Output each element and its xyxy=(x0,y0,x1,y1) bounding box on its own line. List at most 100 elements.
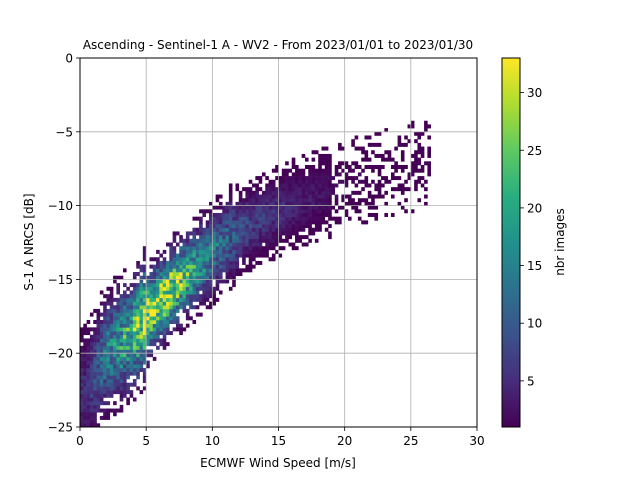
heatmap-cell xyxy=(255,220,259,225)
heatmap-cell xyxy=(271,231,276,236)
heatmap-cell xyxy=(116,286,120,291)
heatmap-cell xyxy=(116,364,120,369)
heatmap-cell xyxy=(232,257,236,262)
heatmap-cell xyxy=(113,334,117,339)
heatmap-cell xyxy=(162,312,167,317)
heatmap-cell xyxy=(301,209,306,214)
heatmap-cell xyxy=(347,165,352,169)
heatmap-cell xyxy=(132,331,137,336)
heatmap-cell xyxy=(116,379,120,384)
heatmap-cell xyxy=(238,249,243,254)
heatmap-cell xyxy=(146,360,150,365)
heatmap-cell xyxy=(99,397,104,402)
heatmap-cell xyxy=(175,294,180,299)
heatmap-cell xyxy=(209,238,213,243)
heatmap-cell xyxy=(139,367,144,372)
heatmap-cell xyxy=(132,334,137,339)
heatmap-cell xyxy=(93,353,97,358)
heatmap-cell xyxy=(255,242,259,247)
heatmap-cell xyxy=(99,386,104,391)
heatmap-cell xyxy=(202,209,207,214)
heatmap-cell xyxy=(189,279,193,284)
heatmap-cell xyxy=(86,415,91,420)
heatmap-cell xyxy=(209,264,213,269)
heatmap-cell xyxy=(116,367,120,372)
heatmap-cell xyxy=(268,205,273,210)
heatmap-cell xyxy=(119,356,124,361)
heatmap-cell xyxy=(304,235,309,240)
heatmap-cell xyxy=(268,227,273,232)
heatmap-cell xyxy=(295,205,299,210)
heatmap-cell xyxy=(96,386,101,391)
heatmap-cell xyxy=(182,327,187,332)
heatmap-cell xyxy=(298,168,302,173)
heatmap-cell xyxy=(371,205,375,210)
heatmap-cell xyxy=(215,205,220,210)
heatmap-cell xyxy=(123,319,127,324)
heatmap-cell xyxy=(228,242,233,247)
heatmap-cell xyxy=(281,231,286,236)
heatmap-cell xyxy=(96,349,101,354)
heatmap-cell xyxy=(152,338,157,343)
heatmap-cell xyxy=(235,187,240,192)
heatmap-cell xyxy=(166,242,170,247)
heatmap-cell xyxy=(228,227,233,232)
heatmap-cell xyxy=(162,275,167,280)
heatmap-cell xyxy=(232,260,236,265)
heatmap-cell xyxy=(235,201,240,206)
heatmap-cell xyxy=(142,379,147,384)
heatmap-cell xyxy=(271,246,276,251)
colorbar-gradient xyxy=(501,57,521,428)
heatmap-cell xyxy=(248,249,253,254)
heatmap-cell xyxy=(202,253,207,258)
heatmap-cell xyxy=(252,198,256,203)
heatmap-cell xyxy=(123,342,127,347)
heatmap-cell xyxy=(192,231,197,236)
heatmap-cell xyxy=(245,268,250,273)
heatmap-cell xyxy=(116,301,120,306)
heatmap-cell xyxy=(89,401,94,406)
heatmap-cell xyxy=(381,176,385,181)
heatmap-cell xyxy=(83,415,87,420)
heatmap-cell xyxy=(169,308,173,313)
heatmap-cell xyxy=(321,183,326,188)
heatmap-cell xyxy=(89,353,94,358)
heatmap-cell xyxy=(354,165,359,169)
heatmap-cell xyxy=(83,419,87,424)
heatmap-cell xyxy=(334,194,339,199)
heatmap-cell xyxy=(129,371,134,376)
heatmap-cell xyxy=(377,165,382,169)
heatmap-cell xyxy=(93,308,97,313)
heatmap-cell xyxy=(281,198,286,203)
heatmap-cell xyxy=(116,305,120,310)
heatmap-cell xyxy=(334,201,339,206)
heatmap-cell xyxy=(152,342,157,347)
heatmap-cell xyxy=(182,249,187,254)
heatmap-cell xyxy=(311,212,316,217)
heatmap-cell xyxy=(166,294,170,299)
heatmap-cell xyxy=(417,179,422,184)
heatmap-cell xyxy=(331,187,336,192)
heatmap-cell xyxy=(109,408,114,413)
y-tick-label: −10 xyxy=(48,199,73,213)
x-tick-label: 0 xyxy=(76,434,84,448)
heatmap-cell xyxy=(132,272,137,277)
heatmap-cell xyxy=(119,371,124,376)
heatmap-cell xyxy=(215,216,220,221)
heatmap-cell xyxy=(192,260,197,265)
heatmap-cell xyxy=(175,283,180,288)
heatmap-cell xyxy=(354,161,359,166)
heatmap-cell xyxy=(225,224,230,229)
heatmap-cell xyxy=(324,227,329,232)
heatmap-cell xyxy=(205,227,210,232)
heatmap-cell xyxy=(318,187,322,192)
heatmap-cell xyxy=(235,227,240,232)
heatmap-cell xyxy=(182,272,187,277)
heatmap-cell xyxy=(235,238,240,243)
heatmap-cell xyxy=(278,190,283,195)
heatmap-cell xyxy=(202,294,207,299)
heatmap-cell xyxy=(109,367,114,372)
heatmap-cell xyxy=(427,172,431,177)
heatmap-cell xyxy=(288,194,293,199)
heatmap-cell xyxy=(324,187,329,192)
